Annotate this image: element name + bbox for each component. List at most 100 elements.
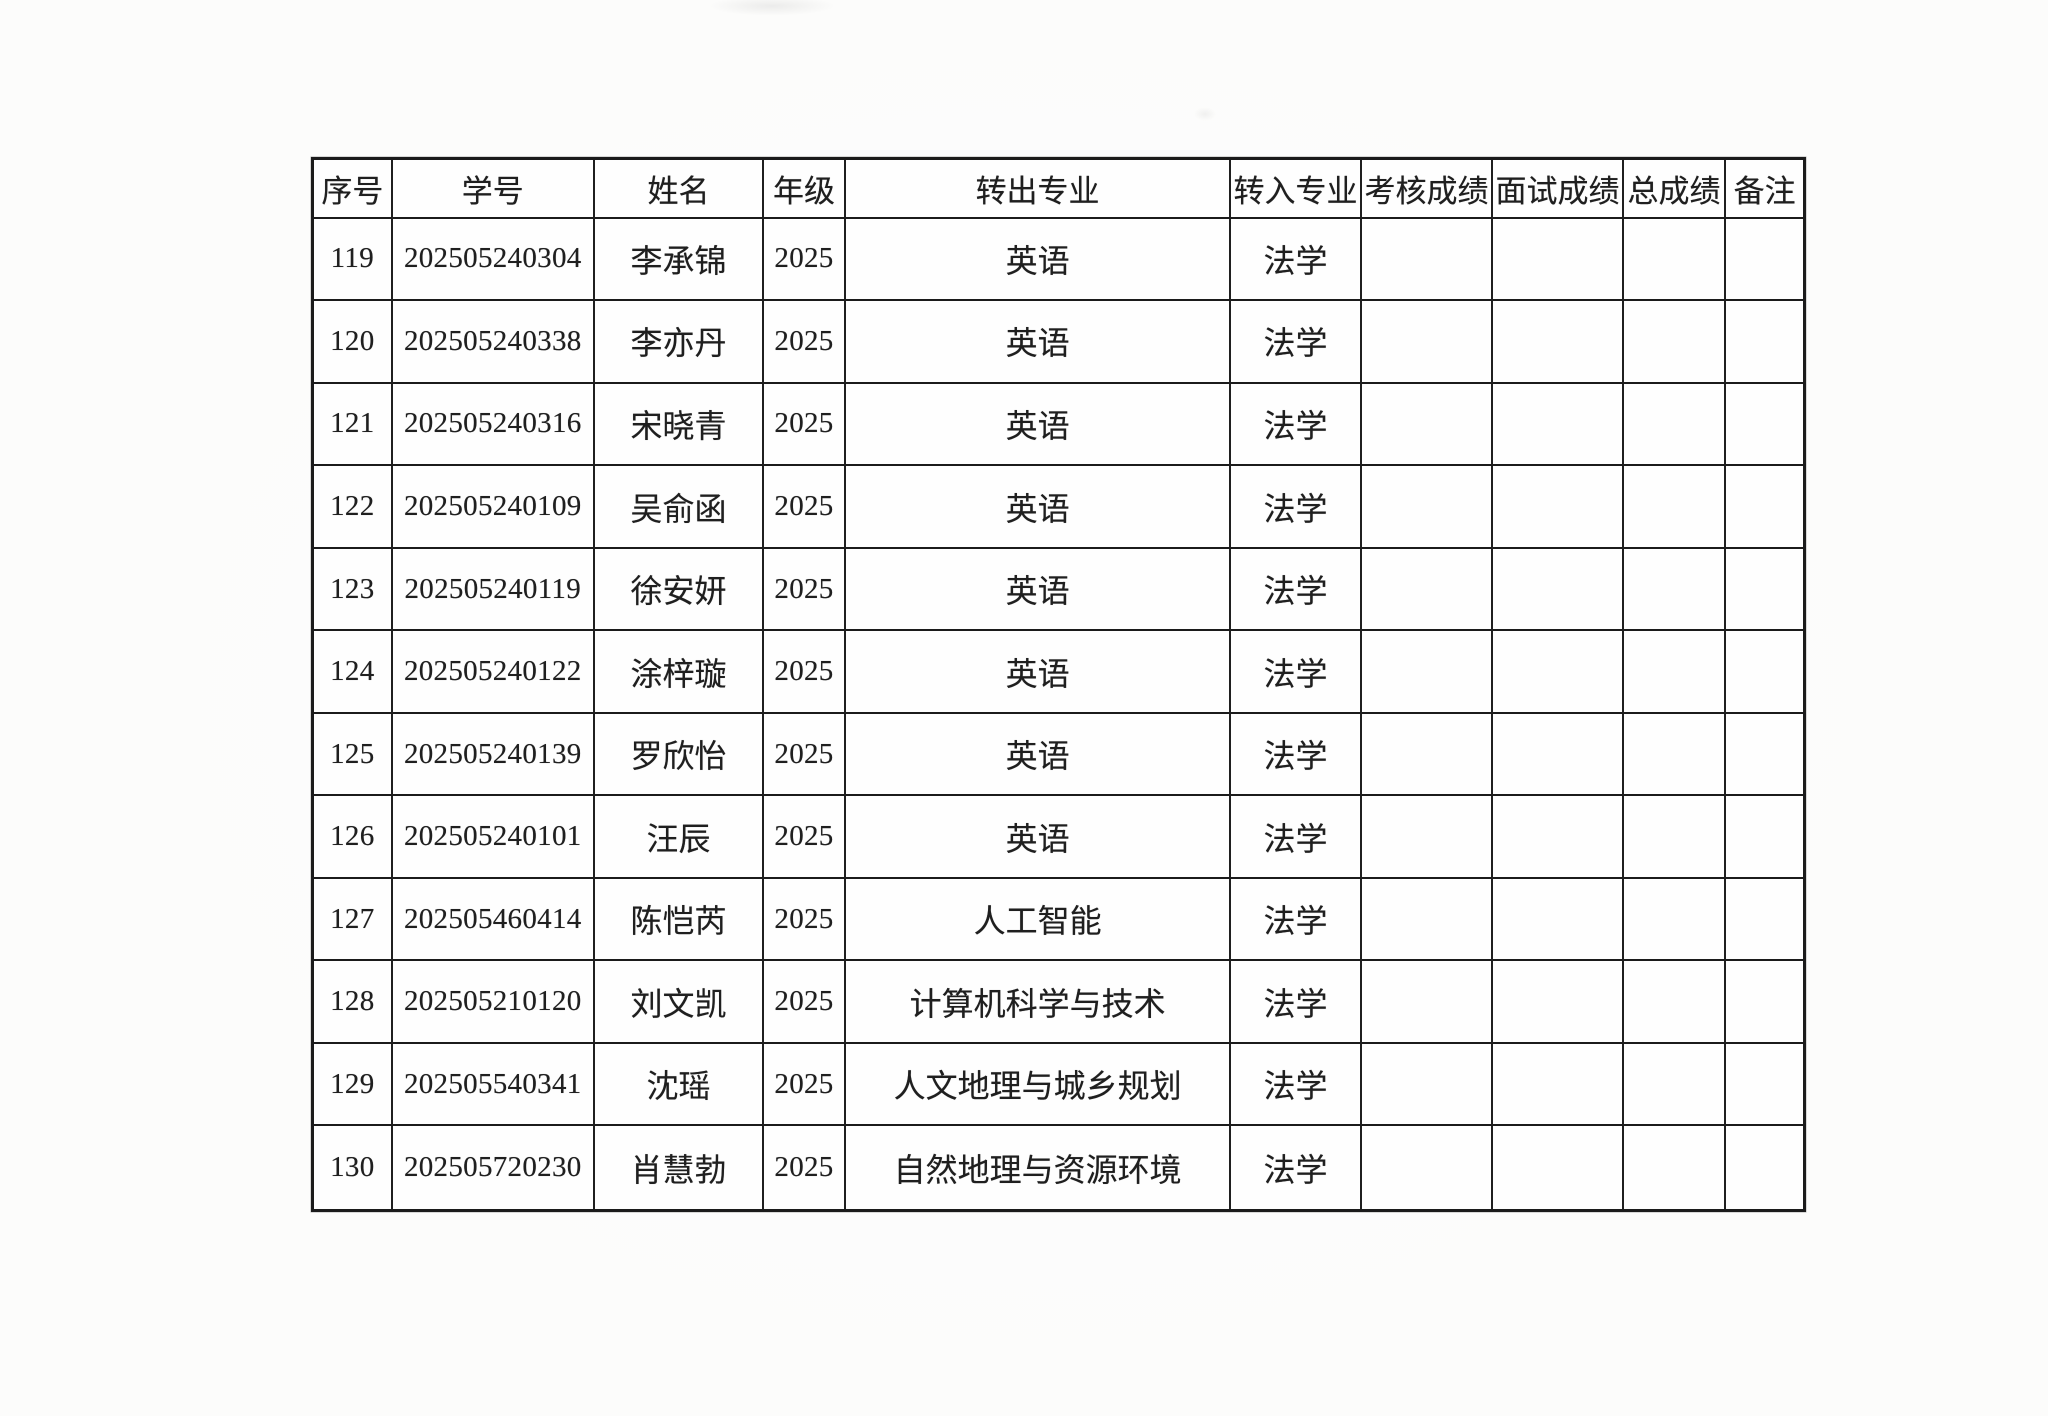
cell-remarks xyxy=(1726,1126,1803,1209)
cell-index: 121 xyxy=(314,383,393,467)
header-cell-interview-score: 面试成绩 xyxy=(1493,160,1624,219)
cell-total-score xyxy=(1623,961,1727,1044)
cell-name: 汪辰 xyxy=(594,796,765,879)
cell-index: 122 xyxy=(314,466,393,549)
cell-total-score xyxy=(1623,631,1727,714)
cell-from-major: 英语 xyxy=(845,548,1232,632)
cell-remarks xyxy=(1726,219,1803,302)
cell-total-score xyxy=(1623,548,1727,632)
cell-index: 127 xyxy=(314,878,393,962)
cell-from-major: 计算机科学与技术 xyxy=(845,961,1232,1044)
cell-remarks xyxy=(1726,384,1803,467)
cell-assessment-score xyxy=(1361,1043,1494,1127)
cell-from-major: 英语 xyxy=(845,713,1232,797)
cell-assessment-score xyxy=(1361,713,1494,797)
cell-interview-score xyxy=(1493,961,1624,1044)
cell-index: 130 xyxy=(314,1126,393,1209)
cell-interview-score xyxy=(1493,548,1624,632)
cell-to-major: 法学 xyxy=(1231,796,1362,879)
cell-from-major: 英语 xyxy=(845,796,1232,879)
cell-name: 陈恺芮 xyxy=(594,878,765,962)
cell-student-id: 202505720230 xyxy=(393,1126,595,1209)
cell-remarks xyxy=(1726,961,1803,1044)
cell-grade: 2025 xyxy=(764,1043,846,1127)
cell-name: 涂梓璇 xyxy=(594,631,765,714)
transfer-roster-table: 序号 学号 姓名 年级 转出专业 转入专业 考核成绩 面试成绩 总成绩 备注 119 20250524… xyxy=(311,157,1806,1212)
cell-name: 沈瑶 xyxy=(594,1043,765,1127)
cell-name: 吴俞函 xyxy=(594,466,765,549)
cell-to-major: 法学 xyxy=(1231,218,1362,302)
cell-index: 123 xyxy=(314,548,393,632)
cell-grade: 2025 xyxy=(764,301,846,384)
cell-to-major: 法学 xyxy=(1231,713,1362,797)
cell-student-id: 202505210120 xyxy=(392,961,595,1044)
cell-grade: 2025 xyxy=(764,1126,846,1209)
cell-to-major: 法学 xyxy=(1231,631,1362,714)
cell-student-id: 202505240316 xyxy=(392,383,595,467)
cell-interview-score xyxy=(1493,301,1624,384)
cell-assessment-score xyxy=(1361,466,1494,549)
cell-total-score xyxy=(1623,383,1727,467)
cell-grade: 2025 xyxy=(764,383,846,467)
cell-assessment-score xyxy=(1361,796,1494,879)
cell-to-major: 法学 xyxy=(1231,548,1362,632)
header-cell-remarks: 备注 xyxy=(1726,160,1803,219)
cell-from-major: 人工智能 xyxy=(845,878,1232,962)
cell-assessment-score xyxy=(1361,631,1494,714)
cell-name: 徐安妍 xyxy=(594,548,765,632)
cell-student-id: 202505240139 xyxy=(392,713,595,797)
cell-student-id: 202505240338 xyxy=(392,301,595,384)
cell-name: 李亦丹 xyxy=(594,301,765,384)
cell-grade: 2025 xyxy=(764,631,846,714)
cell-name: 李承锦 xyxy=(594,218,765,302)
cell-student-id: 202505460414 xyxy=(392,878,595,962)
header-cell-student-id: 学号 xyxy=(392,160,595,219)
cell-interview-score xyxy=(1493,1043,1624,1127)
cell-student-id: 202505240101 xyxy=(392,796,595,879)
header-cell-grade: 年级 xyxy=(764,160,846,219)
cell-total-score xyxy=(1623,466,1727,549)
cell-index: 128 xyxy=(314,961,393,1044)
cell-grade: 2025 xyxy=(764,713,846,797)
cell-name: 肖慧勃 xyxy=(595,1126,765,1209)
cell-interview-score xyxy=(1493,1126,1624,1209)
cell-to-major: 法学 xyxy=(1231,383,1362,467)
cell-name: 罗欣怡 xyxy=(594,713,765,797)
header-cell-from-major: 转出专业 xyxy=(845,160,1232,219)
cell-interview-score xyxy=(1493,631,1624,714)
cell-total-score xyxy=(1623,301,1727,384)
cell-interview-score xyxy=(1493,713,1624,797)
cell-total-score xyxy=(1623,218,1727,302)
cell-from-major: 英语 xyxy=(845,631,1232,714)
cell-grade: 2025 xyxy=(764,796,846,879)
cell-from-major: 英语 xyxy=(845,466,1232,549)
cell-total-score xyxy=(1623,796,1727,879)
cell-to-major: 法学 xyxy=(1231,961,1362,1044)
cell-interview-score xyxy=(1493,796,1624,879)
cell-interview-score xyxy=(1493,383,1624,467)
cell-interview-score xyxy=(1493,466,1624,549)
cell-index: 129 xyxy=(314,1043,393,1127)
cell-assessment-score xyxy=(1361,548,1494,632)
cell-total-score xyxy=(1623,713,1727,797)
cell-grade: 2025 xyxy=(764,548,846,632)
cell-remarks xyxy=(1726,714,1803,797)
cell-remarks xyxy=(1726,631,1803,714)
cell-assessment-score xyxy=(1361,961,1494,1044)
cell-from-major: 英语 xyxy=(845,301,1232,384)
cell-assessment-score xyxy=(1361,301,1494,384)
cell-remarks xyxy=(1726,1044,1803,1127)
cell-assessment-score xyxy=(1361,878,1494,962)
cell-index: 126 xyxy=(314,796,393,879)
cell-index: 125 xyxy=(314,713,393,797)
cell-interview-score xyxy=(1493,218,1624,302)
cell-name: 宋晓青 xyxy=(594,383,765,467)
header-cell-index: 序号 xyxy=(314,160,393,219)
cell-student-id: 202505240122 xyxy=(392,631,595,714)
cell-student-id: 202505540341 xyxy=(392,1043,595,1127)
cell-interview-score xyxy=(1493,878,1624,962)
cell-to-major: 法学 xyxy=(1231,1126,1362,1209)
cell-grade: 2025 xyxy=(764,466,846,549)
cell-remarks xyxy=(1726,466,1803,549)
